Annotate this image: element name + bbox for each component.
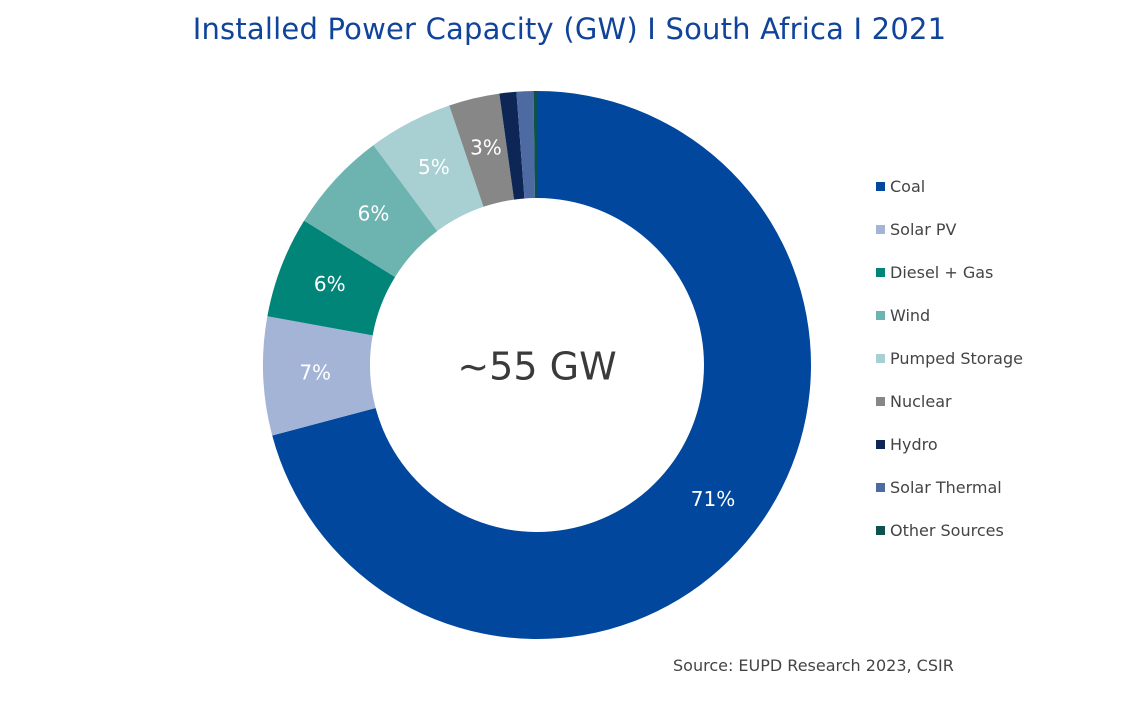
legend-swatch xyxy=(876,483,885,492)
legend-swatch xyxy=(876,440,885,449)
data-label-nuclear: 3% xyxy=(470,135,502,159)
legend-label: Wind xyxy=(890,306,931,325)
legend-swatch xyxy=(876,311,885,320)
slice-pumped-storage xyxy=(373,105,484,232)
legend-swatch xyxy=(876,268,885,277)
legend-label: Diesel + Gas xyxy=(890,263,994,282)
legend-swatch xyxy=(876,182,885,191)
legend-label: Coal xyxy=(890,177,926,196)
data-label-diesel-gas: 6% xyxy=(314,272,346,296)
legend-item-solar-pv: Solar PV xyxy=(876,208,1023,251)
legend-label: Solar PV xyxy=(890,220,957,239)
legend-label: Hydro xyxy=(890,435,938,454)
slice-wind xyxy=(304,145,438,278)
center-total-label: ~55 GW xyxy=(457,345,616,389)
legend-swatch xyxy=(876,526,885,535)
donut-slices xyxy=(262,91,811,639)
legend-item-nuclear: Nuclear xyxy=(876,380,1023,423)
data-label-pumped-storage: 5% xyxy=(418,155,450,179)
legend-item-wind: Wind xyxy=(876,294,1023,337)
legend: Coal Solar PV Diesel + Gas Wind Pumped Stora… xyxy=(876,165,1023,552)
legend-label: Solar Thermal xyxy=(890,478,1002,497)
legend-item-coal: Coal xyxy=(876,165,1023,208)
legend-label: Pumped Storage xyxy=(890,349,1023,368)
data-label-coal: 71% xyxy=(691,487,735,511)
legend-label: Other Sources xyxy=(890,521,1004,540)
slice-nuclear xyxy=(449,93,515,207)
chart-title: Installed Power Capacity (GW) I South Af… xyxy=(192,12,947,46)
legend-item-pumped-storage: Pumped Storage xyxy=(876,337,1023,380)
legend-item-diesel-gas: Diesel + Gas xyxy=(876,251,1023,294)
legend-item-other-sources: Other Sources xyxy=(876,509,1023,552)
data-label-wind: 6% xyxy=(358,201,390,225)
legend-swatch xyxy=(876,397,885,406)
data-label-solar-pv: 7% xyxy=(299,361,331,385)
legend-swatch xyxy=(876,225,885,234)
slice-hydro xyxy=(499,91,525,200)
source-note: Source: EUPD Research 2023, CSIR xyxy=(673,656,954,675)
slice-solar-thermal xyxy=(516,91,535,199)
legend-item-solar-thermal: Solar Thermal xyxy=(876,466,1023,509)
legend-label: Nuclear xyxy=(890,392,952,411)
slice-diesel-gas xyxy=(267,220,396,336)
legend-item-hydro: Hydro xyxy=(876,423,1023,466)
slice-coal xyxy=(272,91,811,639)
slice-other-sources xyxy=(533,91,537,199)
slice-solar-pv xyxy=(262,316,376,436)
legend-swatch xyxy=(876,354,885,363)
donut-slice-labels: 71% 7% 6% 6% 5% 3% xyxy=(299,135,735,510)
